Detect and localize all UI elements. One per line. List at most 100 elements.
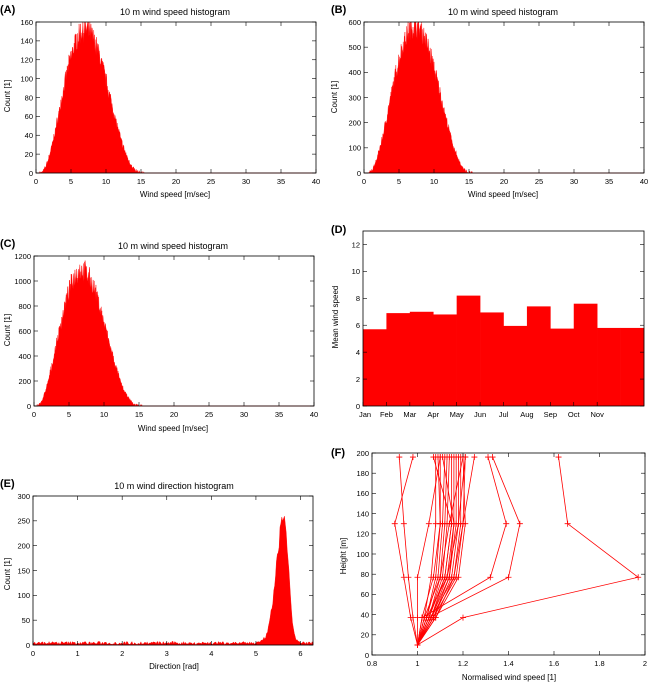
histogram-bars xyxy=(32,516,314,646)
x-tick-label: 25 xyxy=(205,410,213,419)
x-tick-label: 1 xyxy=(415,659,419,668)
x-tick-label: 30 xyxy=(240,410,248,419)
x-tick-label: 15 xyxy=(135,410,143,419)
x-tick-label: Jul xyxy=(499,410,509,419)
y-axis-label: Mean wind speed xyxy=(331,286,340,349)
x-tick-label: 1.2 xyxy=(458,659,468,668)
bar-may xyxy=(456,295,481,406)
x-axis-label: Normalised wind speed [1] xyxy=(462,673,556,682)
data-point-marker xyxy=(564,520,571,527)
y-tick-label: 200 xyxy=(17,541,30,550)
bar-dec xyxy=(620,327,645,406)
y-tick-label: 400 xyxy=(348,68,361,77)
y-tick-label: 10 xyxy=(352,267,360,276)
y-axis-label: Count [1] xyxy=(3,314,12,346)
y-tick-label: 140 xyxy=(356,509,369,518)
x-tick-label: 35 xyxy=(275,410,283,419)
data-point-marker xyxy=(405,574,412,581)
x-tick-label: May xyxy=(450,410,464,419)
x-tick-label: 35 xyxy=(277,177,285,186)
y-tick-label: 160 xyxy=(20,18,33,27)
x-tick-label: 5 xyxy=(254,649,258,658)
x-tick-label: 10 xyxy=(100,410,108,419)
y-axis-label: Count [1] xyxy=(330,81,339,113)
y-tick-label: 200 xyxy=(18,377,31,386)
y-tick-label: 4 xyxy=(356,348,360,357)
data-point-marker xyxy=(391,520,398,527)
x-tick-label: Oct xyxy=(568,410,581,419)
x-tick-label: 1 xyxy=(76,649,80,658)
x-tick-label: 30 xyxy=(570,177,578,186)
panel-d: (D) 0 2 4 6 8 10 12 Jan Feb Mar Apr May Jun Jul Aug Sep… xyxy=(331,224,645,419)
y-tick-label: 400 xyxy=(18,352,31,361)
y-tick-label: 60 xyxy=(361,590,369,599)
y-tick-label: 20 xyxy=(25,150,33,159)
x-tick-label: 0 xyxy=(32,410,36,419)
data-point-marker xyxy=(450,520,457,527)
y-axis-label: Count [1] xyxy=(3,558,12,590)
data-point-marker xyxy=(396,454,403,461)
panel-b: (B) 10 m wind speed histogram 0100200300… xyxy=(330,4,648,199)
data-point-marker xyxy=(430,574,437,581)
x-tick-label: 10 xyxy=(102,177,110,186)
bar-jan xyxy=(363,329,387,406)
plot-area: 0 50 100 150 200 250 300 0 1 2 3 4 5 6 xyxy=(17,492,314,658)
data-point-marker xyxy=(462,454,469,461)
bar-mar xyxy=(409,311,434,406)
data-point-marker xyxy=(460,614,466,621)
panel-c: (C) 10 m wind speed histogram 0200400600… xyxy=(0,238,318,433)
data-point-marker xyxy=(414,574,421,581)
x-tick-label: 2 xyxy=(643,659,647,668)
data-point-marker xyxy=(505,574,512,581)
x-tick-label: Jan xyxy=(359,410,371,419)
x-tick-label: 0 xyxy=(34,177,38,186)
bar-apr xyxy=(433,314,457,406)
y-tick-label: 200 xyxy=(348,118,361,127)
x-tick-label: 0.8 xyxy=(367,659,377,668)
x-tick-label: Feb xyxy=(380,410,393,419)
plot-area: 0 20 40 60 80 100 120 140 160 0 5 10 15 20 25 30 35 40 xyxy=(20,18,320,186)
x-tick-label: 40 xyxy=(312,177,320,186)
panel-label: (C) xyxy=(0,238,16,250)
x-tick-label: Nov xyxy=(590,410,604,419)
y-tick-label: 1000 xyxy=(14,277,31,286)
panel-e: (E) 10 m wind direction histogram 050100… xyxy=(0,478,314,671)
x-tick-label: 40 xyxy=(640,177,648,186)
x-tick-label: 1.6 xyxy=(549,659,559,668)
x-tick-label: Aug xyxy=(520,410,533,419)
y-tick-label: 80 xyxy=(25,93,33,102)
x-tick-label: 20 xyxy=(500,177,508,186)
x-tick-label: 5 xyxy=(397,177,401,186)
data-point-marker xyxy=(485,454,492,461)
y-tick-label: 160 xyxy=(356,489,369,498)
x-tick-label: 3 xyxy=(165,649,169,658)
x-tick-label: 20 xyxy=(172,177,180,186)
panel-label: (A) xyxy=(0,4,16,16)
y-tick-label: 40 xyxy=(25,131,33,140)
data-point-marker xyxy=(460,520,466,527)
x-tick-label: Jun xyxy=(474,410,486,419)
bar-aug xyxy=(526,306,551,406)
x-tick-label: 35 xyxy=(605,177,613,186)
x-tick-label: 15 xyxy=(137,177,145,186)
x-tick-label: Mar xyxy=(403,410,416,419)
x-tick-label: 0 xyxy=(31,649,35,658)
x-tick-label: 1.4 xyxy=(503,659,513,668)
x-axis-label: Wind speed [m/sec] xyxy=(140,190,210,199)
x-axis-label: Direction [rad] xyxy=(149,662,199,671)
x-tick-label: 2 xyxy=(120,649,124,658)
bar-jun xyxy=(480,312,504,406)
data-point-marker xyxy=(400,520,407,527)
panel-a: (A) 10 m wind speed histogram 0 20 40 60 80 1… xyxy=(0,4,320,199)
y-tick-label: 600 xyxy=(348,18,361,27)
x-tick-label: 6 xyxy=(298,649,302,658)
plot-area: 0 2 4 6 8 10 12 Jan Feb Mar Apr May Jun Jul Aug Sep Oct N… xyxy=(352,230,645,419)
y-tick-label: 20 xyxy=(361,631,369,640)
y-tick-label: 100 xyxy=(20,74,33,83)
x-tick-label: 0 xyxy=(362,177,366,186)
y-tick-label: 120 xyxy=(20,56,33,65)
y-tick-label: 60 xyxy=(25,112,33,121)
plot-area: 0 20 40 60 80 100 120 140 160 180 200 0.8 1 1.2 1.4 1.6… xyxy=(356,449,647,668)
y-tick-label: 0 xyxy=(365,651,369,660)
